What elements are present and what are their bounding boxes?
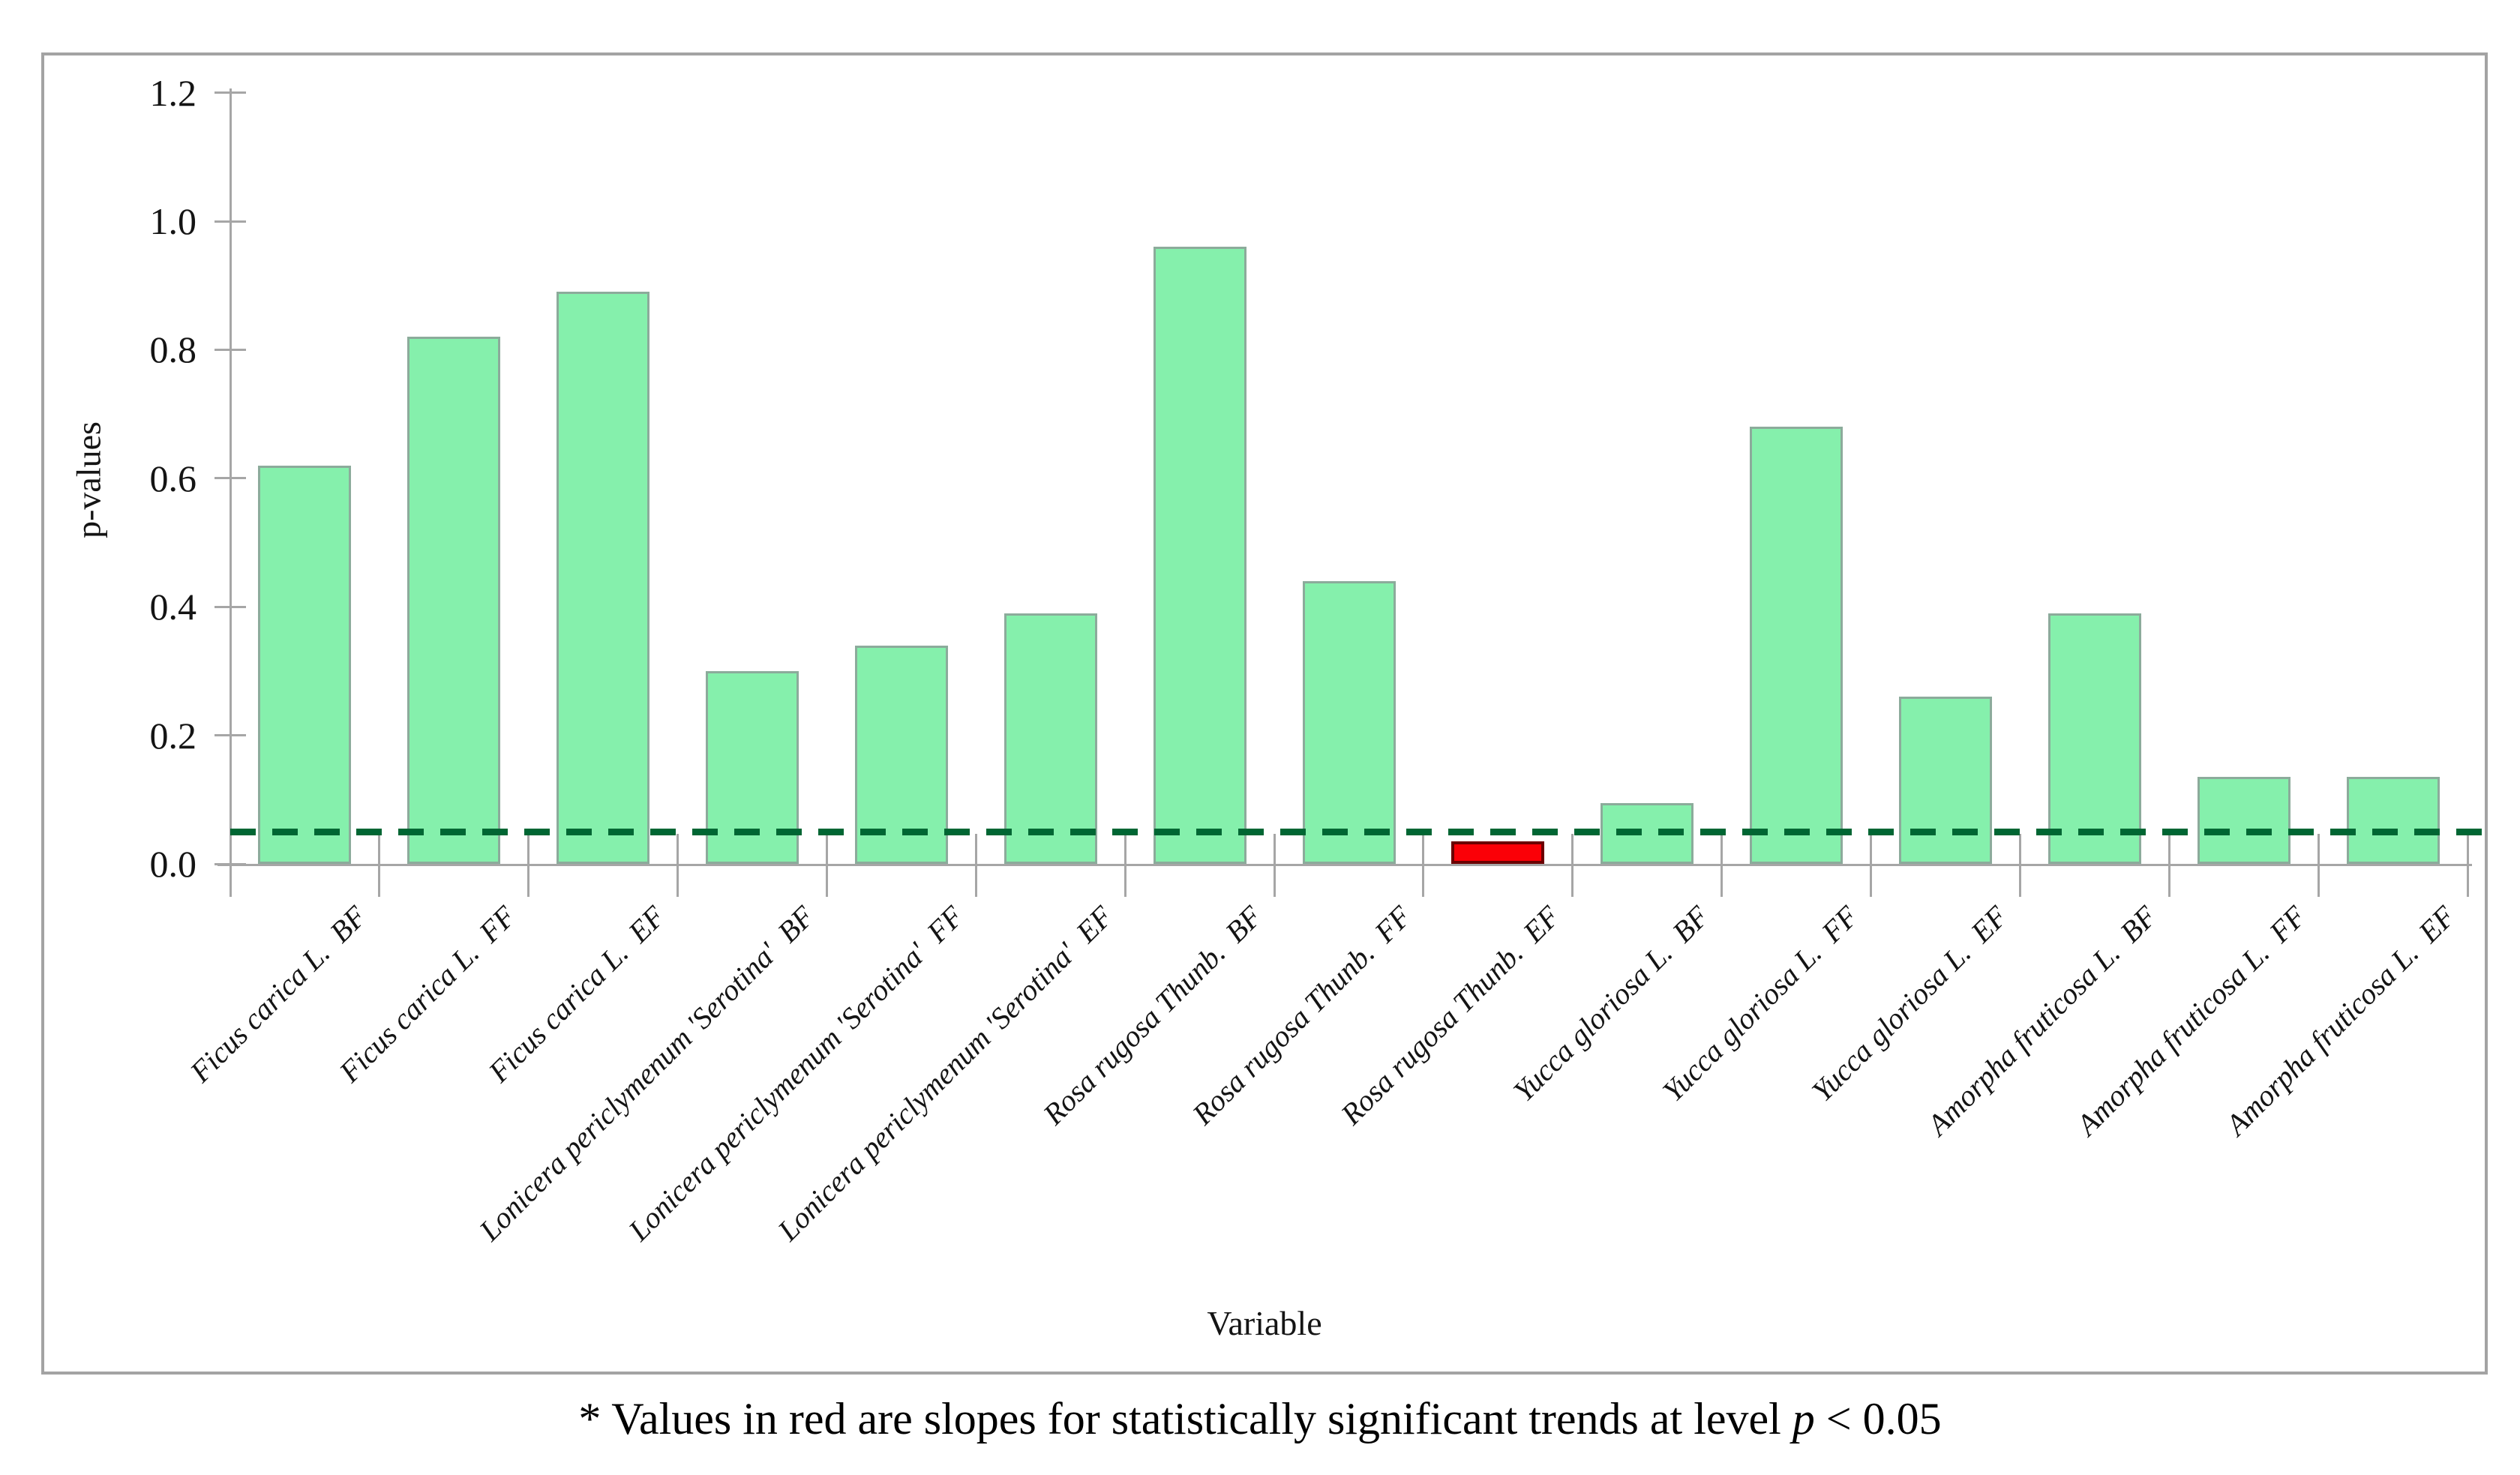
x-tick-8: [1422, 834, 1425, 897]
bar-2[interactable]: [407, 337, 500, 864]
x-tick-0: [229, 834, 232, 897]
y-tick-0.8: [214, 348, 246, 351]
x-tick-9: [1571, 834, 1574, 897]
x-tick-6: [1124, 834, 1126, 897]
bar-1[interactable]: [258, 466, 351, 864]
x-axis-line: [218, 864, 2472, 866]
y-tick-0.6: [214, 477, 246, 480]
x-tick-3: [676, 834, 680, 897]
bar-3[interactable]: [556, 292, 650, 864]
x-tick-4: [825, 834, 828, 897]
x-tick-13: [2168, 834, 2170, 897]
x-tick-2: [527, 834, 530, 897]
x-axis-title: Variable: [1207, 1304, 1322, 1342]
x-tick-5: [974, 834, 977, 897]
x-tick-10: [1720, 834, 1724, 897]
caption-text: * Values in red are slopes for statistic…: [578, 1394, 1792, 1444]
bar-6[interactable]: [1004, 613, 1097, 864]
figure-caption: * Values in red are slopes for statistic…: [0, 1393, 2520, 1445]
x-tick-1: [378, 834, 381, 897]
bar-9[interactable]: [1451, 841, 1544, 864]
y-tick-label-0.4: 0.4: [149, 586, 197, 628]
bar-12[interactable]: [1899, 697, 1992, 864]
x-tick-15: [2466, 834, 2469, 897]
y-tick-label-0.6: 0.6: [149, 457, 197, 499]
y-tick-0.2: [214, 734, 246, 737]
caption-threshold-text: < 0.05: [1814, 1394, 1942, 1444]
y-tick-label-0.8: 0.8: [149, 328, 197, 371]
y-tick-label-0.0: 0.0: [149, 843, 197, 885]
bar-5[interactable]: [855, 646, 948, 864]
y-tick-label-1.2: 1.2: [149, 71, 197, 114]
y-tick-label-1.0: 1.0: [149, 200, 197, 242]
caption-p-symbol: p: [1792, 1394, 1815, 1444]
bar-11[interactable]: [1750, 427, 1843, 864]
bar-15[interactable]: [2347, 777, 2440, 864]
x-tick-7: [1273, 834, 1276, 897]
bar-14[interactable]: [2198, 777, 2290, 864]
significance-threshold-line: [230, 828, 2488, 835]
x-tick-12: [2018, 834, 2021, 897]
y-tick-0.4: [214, 605, 246, 608]
y-tick-1.0: [214, 220, 246, 223]
y-tick-label-0.2: 0.2: [149, 714, 197, 757]
x-tick-14: [2317, 834, 2320, 897]
bar-7[interactable]: [1154, 247, 1246, 864]
bar-8[interactable]: [1303, 581, 1396, 864]
bar-13[interactable]: [2048, 613, 2141, 864]
y-tick-1.2: [214, 91, 246, 94]
x-tick-11: [1870, 834, 1873, 897]
y-axis-title: p-values: [69, 421, 108, 538]
